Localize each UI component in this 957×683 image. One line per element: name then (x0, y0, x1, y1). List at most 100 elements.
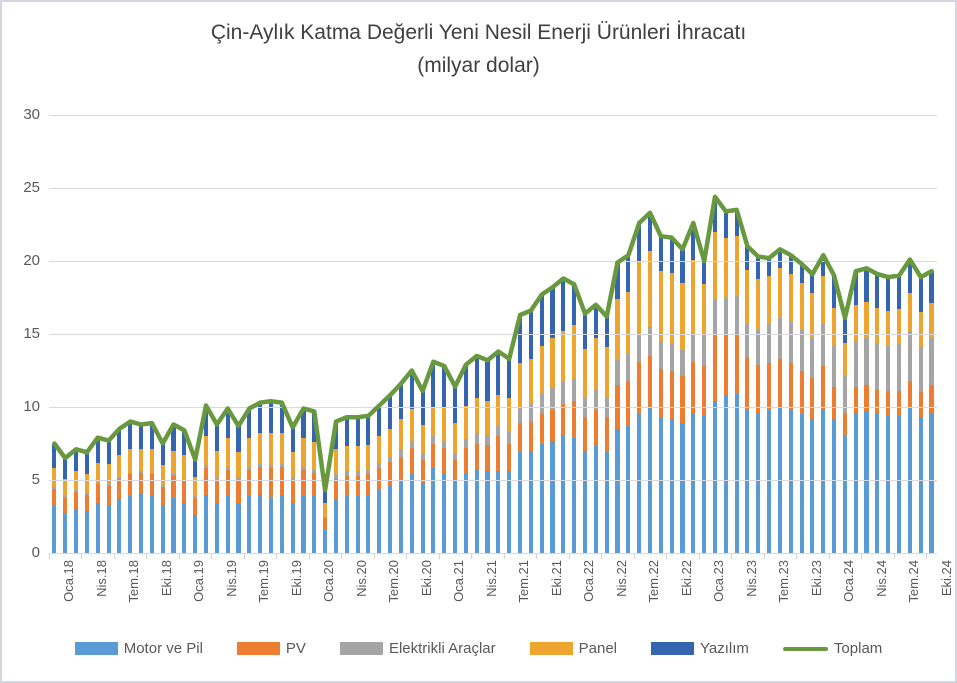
x-tick-label-Nis.21: Nis.21 (483, 560, 499, 597)
bar-segment-motor-ve-pil (52, 506, 57, 553)
y-tick-label: 15 (23, 325, 40, 342)
bar-segment-motor-ve-pil (517, 452, 523, 553)
x-axis-tick (178, 553, 180, 559)
bar-segment-motor-ve-pil (409, 474, 414, 553)
legend-label-motor-ve-pil: Motor ve Pil (123, 640, 203, 657)
bar-segment-pv (193, 497, 198, 516)
legend-swatch-toplam (782, 646, 828, 651)
bar-segment-motor-ve-pil (842, 436, 847, 553)
bar-segment-motor-ve-pil (377, 490, 382, 553)
bar-segment-motor-ve-pil (279, 494, 284, 553)
x-axis-tick (81, 553, 83, 559)
x-axis-tick (861, 553, 863, 559)
legend-item-elektrikli-araclar: Elektrikli Araçlar (339, 640, 496, 657)
legend-label-yazilim: Yazılım (700, 640, 749, 657)
bar-segment-pv (63, 497, 68, 514)
x-axis-tick (926, 553, 928, 559)
x-tick-label-Eki.24: Eki.24 (938, 560, 954, 597)
x-axis-tick (503, 553, 505, 559)
y-tick-label: 20 (23, 252, 40, 269)
legend-item-toplam: Toplam (782, 640, 882, 657)
legend-label-pv: PV (285, 640, 306, 657)
bar-segment-elektrikli-araclar (63, 496, 68, 498)
bar-segment-motor-ve-pil (550, 440, 555, 553)
bar-segment-motor-ve-pil (236, 503, 241, 553)
x-tick-label-Oca.22: Oca.22 (581, 560, 597, 602)
x-axis-tick (536, 553, 538, 559)
bar-segment-motor-ve-pil (604, 452, 609, 553)
x-axis-tick (698, 553, 700, 559)
bar-segment-pv (84, 494, 89, 511)
bar-segment-motor-ve-pil (507, 471, 512, 553)
bar-segment-motor-ve-pil (463, 472, 468, 553)
bar-segment-motor-ve-pil (63, 513, 68, 553)
bar-segment-motor-ve-pil (268, 497, 274, 553)
x-axis-tick (113, 553, 115, 559)
x-tick-label-Oca.18: Oca.18 (61, 560, 77, 602)
bar-segment-motor-ve-pil (214, 503, 219, 553)
bar-segment-motor-ve-pil (258, 494, 263, 553)
chart-title: Çin-Aylık Katma Değerli Yeni Nesil Enerj… (210, 21, 747, 44)
x-tick-label-Eki.20: Eki.20 (418, 560, 434, 597)
bar-segment-motor-ve-pil (453, 481, 458, 553)
x-axis-tick (341, 553, 343, 559)
y-tick-label: 25 (23, 179, 40, 196)
x-tick-label-Oca.24: Oca.24 (841, 560, 857, 602)
bar-segment-yazilim (323, 490, 328, 504)
bar-segment-panel (323, 503, 328, 517)
x-tick-label-Nis.22: Nis.22 (613, 560, 629, 597)
y-axis: 0 5 10 15 20 25 30 (2, 106, 40, 561)
bar-segment-motor-ve-pil (539, 443, 544, 553)
bar-segment-motor-ve-pil (388, 485, 393, 553)
x-axis-tick (471, 553, 473, 559)
x-axis-tick (731, 553, 733, 559)
bar-segment-elektrikli-araclar (323, 516, 328, 518)
x-axis-ticks (49, 553, 937, 560)
bar-segment-pv (160, 487, 165, 505)
bar-segment-motor-ve-pil (149, 496, 154, 553)
x-axis-tick (146, 553, 148, 559)
x-axis-tick (568, 553, 570, 559)
bar-segment-motor-ve-pil (182, 503, 187, 553)
bar-segment-motor-ve-pil (398, 481, 403, 553)
bar-segment-motor-ve-pil (247, 496, 252, 553)
bar-segment-motor-ve-pil (442, 472, 447, 553)
y-tick-label: 30 (23, 106, 40, 123)
x-tick-label-Eki.22: Eki.22 (678, 560, 694, 597)
x-tick-label-Tem.18: Tem.18 (126, 560, 142, 603)
plot-area (49, 115, 937, 554)
x-axis-tick (796, 553, 798, 559)
x-tick-label-Oca.19: Oca.19 (191, 560, 207, 602)
x-axis-tick (406, 553, 408, 559)
x-axis-tick (243, 553, 245, 559)
bar-segment-motor-ve-pil (301, 496, 306, 553)
bar-segment-motor-ve-pil (128, 496, 133, 553)
bar-segment-motor-ve-pil (138, 493, 144, 553)
bar-segment-pv (52, 488, 57, 507)
bar-segment-motor-ve-pil (74, 509, 79, 553)
x-tick-label-Tem.22: Tem.22 (646, 560, 662, 603)
x-axis-tick (601, 553, 603, 559)
y-tick-label: 10 (23, 398, 40, 415)
x-tick-label-Nis.19: Nis.19 (223, 560, 239, 597)
bar-segment-motor-ve-pil (171, 497, 176, 553)
legend-label-panel: Panel (578, 640, 618, 657)
x-tick-label-Oca.20: Oca.20 (321, 560, 337, 602)
bar-segment-pv (106, 485, 111, 505)
bar-segment-motor-ve-pil (160, 504, 165, 553)
bar-segment-motor-ve-pil (420, 482, 425, 553)
bar-segment-pv (95, 484, 100, 504)
bar-segment-motor-ve-pil (355, 496, 360, 553)
gridline-y-25 (49, 188, 937, 189)
chart-subtitle: (milyar dolar) (417, 54, 540, 77)
legend-swatch-yazilim (651, 642, 695, 655)
x-axis-tick (633, 553, 635, 559)
x-axis-tick (276, 553, 278, 559)
bar-segment-elektrikli-araclar (193, 496, 198, 498)
legend-swatch-pv (236, 642, 280, 655)
bar-segment-motor-ve-pil (312, 496, 317, 553)
legend-item-yazilim: Yazılım (651, 640, 749, 657)
x-axis-tick (373, 553, 375, 559)
